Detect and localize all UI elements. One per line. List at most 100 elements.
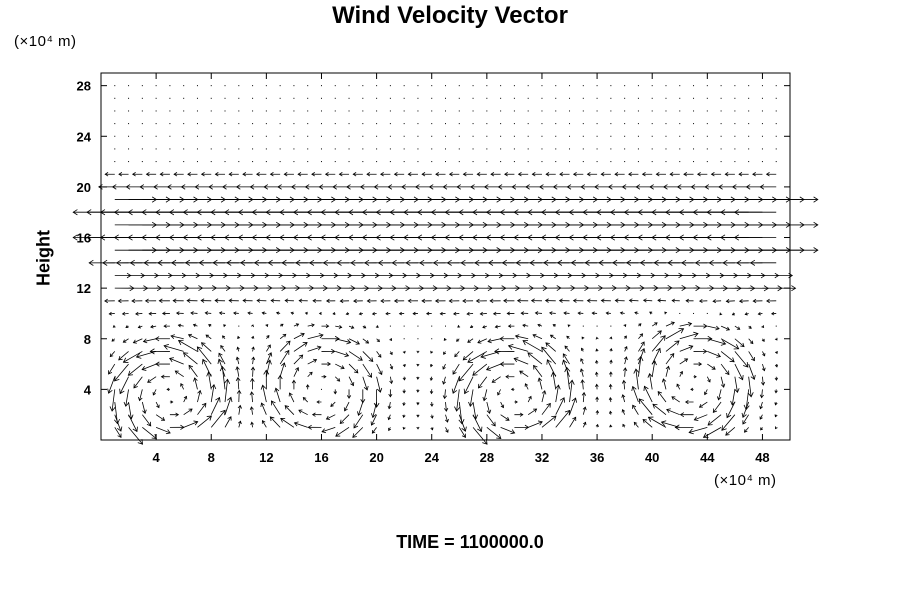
wind-vector xyxy=(389,351,393,356)
wind-vector xyxy=(307,424,322,430)
vector-point xyxy=(624,85,626,87)
vector-point xyxy=(693,312,695,314)
wind-vector xyxy=(370,414,377,426)
wind-vector xyxy=(335,338,352,345)
vector-point xyxy=(169,85,171,87)
vector-point xyxy=(265,85,267,87)
vector-point xyxy=(527,85,529,87)
wind-vector xyxy=(719,312,723,316)
vector-point xyxy=(610,161,612,163)
wind-vector xyxy=(131,298,143,304)
wind-vector xyxy=(445,272,463,279)
wind-vector xyxy=(621,409,626,415)
wind-vector xyxy=(609,336,613,340)
vector-point xyxy=(265,123,267,125)
wind-vector xyxy=(251,335,255,339)
vector-point xyxy=(582,325,584,327)
vector-point xyxy=(238,148,240,150)
vector-point xyxy=(389,325,391,327)
wind-vector xyxy=(759,184,777,190)
plot-frame xyxy=(100,72,791,441)
wind-vector xyxy=(638,341,645,352)
vector-point xyxy=(403,135,405,137)
vector-point xyxy=(155,161,157,163)
wind-vector xyxy=(218,352,226,365)
wind-vector xyxy=(250,421,254,428)
wind-vector xyxy=(684,399,694,405)
vector-point xyxy=(362,135,364,137)
vector-point xyxy=(665,97,667,99)
wind-vector xyxy=(516,298,529,303)
y-tick-label: 16 xyxy=(77,231,91,246)
wind-vector xyxy=(256,298,267,303)
wind-vector xyxy=(762,272,780,279)
wind-vector xyxy=(572,298,584,303)
vector-point xyxy=(431,85,433,87)
wind-vector xyxy=(608,383,613,390)
vector-point xyxy=(183,123,185,125)
wind-vector xyxy=(696,172,708,177)
wind-vector xyxy=(117,298,129,304)
wind-vector xyxy=(269,416,281,428)
vector-point xyxy=(693,110,695,112)
wind-vector xyxy=(642,298,653,303)
wind-vector xyxy=(632,404,639,415)
vector-point xyxy=(334,110,336,112)
wind-vector xyxy=(183,272,201,279)
wind-vector xyxy=(279,362,286,377)
wind-vector xyxy=(641,172,653,177)
vector-point xyxy=(224,85,226,87)
wind-vector xyxy=(747,376,754,398)
vector-point xyxy=(596,85,598,87)
vector-point xyxy=(665,161,667,163)
vector-point xyxy=(114,161,116,163)
wind-vector xyxy=(163,343,184,352)
vector-point xyxy=(624,110,626,112)
vector-point xyxy=(610,110,612,112)
wind-vector xyxy=(132,338,143,344)
vector-point xyxy=(445,85,446,87)
wind-vector xyxy=(562,359,570,377)
wind-vector xyxy=(183,420,199,428)
wind-vector xyxy=(580,358,584,365)
wind-vector xyxy=(416,389,420,393)
vector-point xyxy=(582,97,584,99)
wind-vector xyxy=(238,420,242,428)
wind-vector xyxy=(247,311,253,315)
wind-vector xyxy=(335,351,350,358)
wind-vector xyxy=(647,372,653,390)
wind-vector xyxy=(228,298,239,303)
wind-vector xyxy=(720,351,735,363)
vector-point xyxy=(252,148,254,150)
wind-vector xyxy=(638,333,644,340)
wind-vector xyxy=(159,172,170,177)
vector-point xyxy=(693,85,695,87)
wind-vector xyxy=(679,321,693,327)
wind-vector xyxy=(500,401,505,409)
wind-vector xyxy=(242,298,253,303)
wind-vector xyxy=(569,416,577,428)
vector-point xyxy=(569,110,571,112)
wind-vector xyxy=(155,361,170,367)
wind-vector xyxy=(679,345,694,352)
y-tick-label: 28 xyxy=(77,79,91,94)
wind-vector xyxy=(169,400,174,404)
wind-vector xyxy=(385,311,391,316)
wind-vector xyxy=(416,363,420,367)
wind-vector xyxy=(580,379,585,390)
vector-point xyxy=(486,110,488,112)
wind-vector xyxy=(744,312,749,316)
wind-vector xyxy=(541,390,547,403)
wind-vector xyxy=(500,414,510,421)
wind-vector xyxy=(568,379,575,403)
wind-vector xyxy=(721,414,736,431)
wind-vector xyxy=(235,376,241,390)
vector-point xyxy=(775,85,777,87)
wind-vector xyxy=(217,358,226,377)
vector-point xyxy=(252,110,254,112)
wind-vector xyxy=(595,336,599,340)
wind-vector xyxy=(429,363,434,368)
wind-vector xyxy=(339,414,350,425)
chart-title: Wind Velocity Vector xyxy=(332,2,568,29)
wind-vector xyxy=(237,404,242,415)
